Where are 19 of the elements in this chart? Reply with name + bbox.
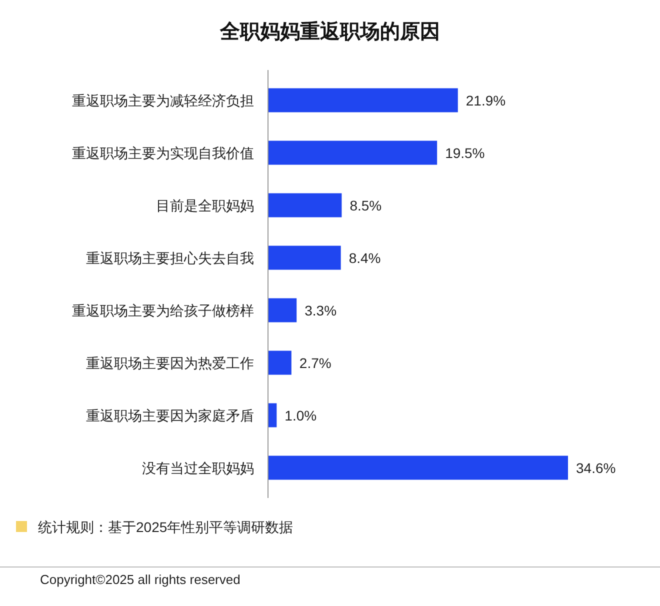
y-tick-label: 重返职场主要因为热爱工作 — [86, 354, 254, 371]
text: 统计规则：基于2025年性别平等调研数据 — [38, 519, 294, 535]
data-label: 21.9% — [466, 92, 506, 108]
y-tick-label: 重返职场主要为减轻经济负担 — [72, 92, 254, 108]
data-label: 8.4% — [348, 250, 381, 266]
data-label: 1.0% — [284, 407, 317, 424]
y-tick-label: 重返职场主要因为家庭矛盾 — [86, 407, 254, 424]
y-tick-label: 目前是全职妈妈 — [156, 197, 254, 214]
chart-title: 全职妈妈重返职场的原因 — [219, 20, 440, 43]
y-tick-label: 重返职场主要担心失去自我 — [86, 250, 254, 266]
y-tick-label: 重返职场主要为实现自我价值 — [72, 144, 254, 161]
y-tick-label: 没有当过全职妈妈 — [142, 460, 254, 476]
data-label: 2.7% — [299, 354, 332, 371]
y-tick-label: 重返职场主要为给孩子做榜样 — [72, 302, 254, 318]
data-label: 19.5% — [445, 144, 485, 161]
data-label: 3.3% — [304, 302, 337, 318]
data-label: 34.6% — [576, 460, 616, 476]
data-label: 8.5% — [350, 197, 382, 214]
text: Copyright©2025 all rights reserved — [40, 572, 240, 587]
